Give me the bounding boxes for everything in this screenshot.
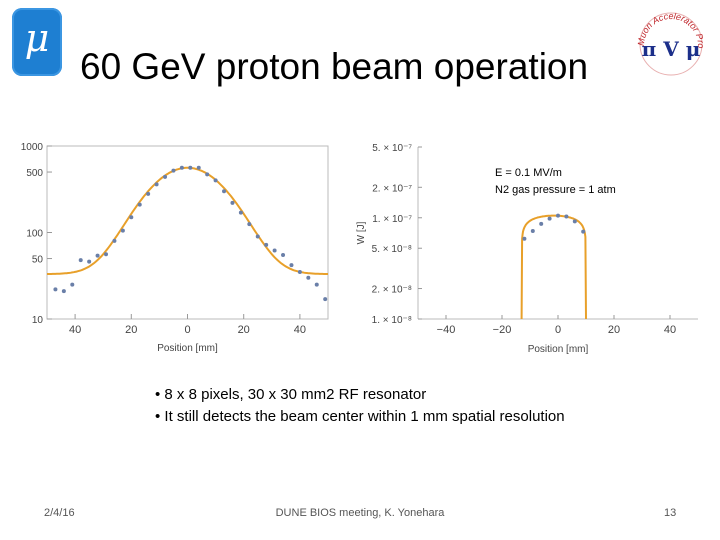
data-point: [323, 297, 328, 302]
fit-curve: [520, 214, 587, 320]
mu-symbol: μ: [24, 16, 50, 60]
annotation-pressure: N2 gas pressure = 1 atm: [495, 184, 616, 196]
y-tick-label: 500: [26, 168, 43, 179]
page-title: 60 GeV proton beam operation: [80, 46, 589, 87]
x-tick-label: 40: [69, 324, 81, 336]
x-tick-label: 40: [664, 324, 676, 336]
map-logo-symbols: π V μ: [642, 37, 701, 61]
data-point: [547, 216, 552, 221]
data-point: [314, 282, 319, 287]
x-tick-label: 0: [555, 324, 561, 336]
data-point: [306, 275, 311, 280]
data-point: [297, 269, 302, 274]
data-point: [137, 202, 142, 207]
x-tick-label: 20: [608, 324, 620, 336]
data-point: [522, 236, 527, 241]
data-point: [129, 215, 134, 220]
data-point: [146, 191, 151, 196]
y-tick-label: 50: [32, 255, 44, 266]
y-tick-label: 5. × 10⁻⁷: [372, 143, 412, 154]
beam-profile-chart: 10 50 100 500 1000 40 20 0 20 40 Position [mm]: [21, 142, 329, 354]
x-axis-label: Position [mm]: [528, 344, 589, 355]
data-point: [196, 165, 201, 170]
energy-deposition-chart: 1. × 10⁻⁸ 2. × 10⁻⁸ 5. × 10⁻⁸ 1. × 10⁻⁷ 2. ×…: [356, 143, 698, 355]
data-point: [572, 219, 577, 224]
data-point: [213, 178, 218, 183]
data-point: [78, 258, 83, 263]
bullet-item: • 8 x 8 pixels, 30 x 30 mm2 RF resonator: [155, 386, 427, 403]
x-tick-label: 40: [294, 324, 306, 336]
plot-frame: [46, 145, 329, 320]
data-point: [179, 165, 184, 170]
data-point: [556, 213, 560, 218]
data-point: [163, 174, 168, 179]
data-point: [238, 210, 243, 215]
x-tick-label: 20: [125, 324, 137, 336]
data-point: [87, 259, 92, 264]
data-point: [581, 229, 586, 234]
data-point: [255, 234, 260, 239]
annotation-field: E = 0.1 MV/m: [495, 167, 562, 179]
x-axis-label: Position [mm]: [157, 343, 218, 354]
y-tick-label: 2. × 10⁻⁸: [372, 285, 412, 296]
data-point: [247, 222, 252, 227]
mu-logo: μ: [12, 8, 62, 76]
fit-curve: [47, 166, 328, 275]
data-point: [154, 182, 159, 187]
y-tick-label: 5. × 10⁻⁸: [372, 244, 412, 255]
data-point: [264, 242, 269, 247]
data-point: [539, 221, 544, 226]
data-point: [564, 214, 569, 219]
data-point: [530, 229, 535, 234]
data-point: [171, 168, 176, 173]
footer-page-number: 13: [664, 507, 677, 519]
y-tick-label: 1000: [21, 142, 44, 153]
y-tick-label: 100: [26, 229, 43, 240]
data-point: [272, 248, 277, 253]
footer-center: DUNE BIOS meeting, K. Yonehara: [275, 507, 445, 519]
footer-date: 2/4/16: [44, 507, 75, 519]
data-point: [222, 189, 227, 194]
y-tick-label: 1. × 10⁻⁷: [372, 214, 412, 225]
data-point: [188, 165, 193, 170]
bullet-list: • 8 x 8 pixels, 30 x 30 mm2 RF resonator…: [155, 384, 675, 428]
y-tick-label: 2. × 10⁻⁷: [372, 183, 412, 194]
data-point: [281, 252, 286, 257]
y-axis-label: W [J]: [356, 221, 367, 244]
data-point: [230, 200, 235, 205]
y-tick-label: 1. × 10⁻⁸: [372, 315, 412, 326]
x-tick-label: 0: [184, 324, 190, 336]
bullet-item: • It still detects the beam center withi…: [155, 408, 565, 425]
data-point: [53, 287, 58, 292]
data-point: [120, 228, 125, 233]
data-point: [95, 253, 100, 258]
x-tick-label: −40: [437, 324, 456, 336]
data-point: [112, 238, 117, 243]
x-tick-label: 20: [238, 324, 250, 336]
y-tick-label: 10: [32, 315, 44, 326]
data-point: [104, 252, 109, 257]
map-logo: Muon Accelerator Program π V μ: [636, 6, 706, 76]
data-point: [70, 282, 75, 287]
data-point: [289, 263, 294, 268]
x-tick-label: −20: [493, 324, 512, 336]
data-point: [205, 172, 210, 177]
data-point: [61, 289, 66, 294]
